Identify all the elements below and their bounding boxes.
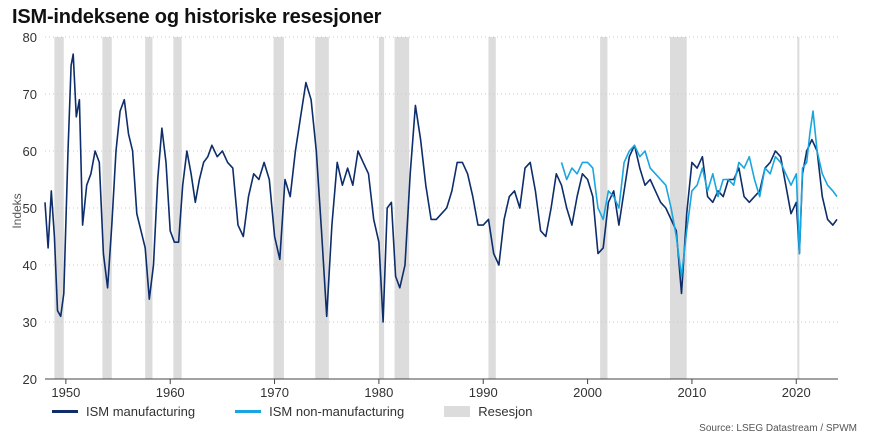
x-tick-label: 1950 <box>51 385 80 400</box>
legend-label-recession: Resesjon <box>478 404 533 419</box>
y-axis-label: Indeks <box>10 193 24 228</box>
legend-label-non-manufacturing: ISM non-manufacturing <box>269 404 405 419</box>
x-tick-label: 1960 <box>156 385 185 400</box>
x-tick-label: 1980 <box>364 385 393 400</box>
legend-label-manufacturing: ISM manufacturing <box>86 404 196 419</box>
chart-plot: 20 30 40 50 60 70 80 1950 1960 1970 1980 1990 2000 2… <box>10 30 838 400</box>
y-tick-label: 80 <box>23 30 37 45</box>
series-layer <box>44 53 838 323</box>
y-tick-label: 50 <box>23 201 37 216</box>
y-tick-label: 60 <box>23 144 37 159</box>
legend-item-manufacturing: ISM manufacturing <box>52 404 195 419</box>
y-tick-label: 30 <box>23 315 37 330</box>
y-axis-ticks: 20 30 40 50 60 70 80 <box>23 30 37 387</box>
y-tick-label: 40 <box>23 258 37 273</box>
y-tick-label: 70 <box>23 87 37 102</box>
recession-band <box>273 37 284 379</box>
legend-item-recession: Resesjon <box>444 404 532 419</box>
x-tick-label: 2010 <box>677 385 706 400</box>
legend-swatch-recession <box>444 406 471 417</box>
y-tick-label: 20 <box>23 372 37 387</box>
series-line-manufacturing <box>44 53 838 323</box>
x-tick-label: 2000 <box>573 385 602 400</box>
chart-title: ISM-indeksene og historiske resesjoner <box>12 6 382 28</box>
recession-band <box>54 37 64 379</box>
recession-band <box>488 37 496 379</box>
gridlines <box>45 36 838 323</box>
recession-band <box>600 37 608 379</box>
recession-band <box>670 37 687 379</box>
recession-band <box>102 37 112 379</box>
x-tick-label: 2020 <box>782 385 811 400</box>
x-tick-label: 1970 <box>260 385 289 400</box>
legend: ISM manufacturing ISM non-manufacturing … <box>52 404 572 419</box>
x-axis-ticks: 1950 1960 1970 1980 1990 2000 2010 2020 <box>51 379 811 400</box>
recession-band <box>145 37 153 379</box>
legend-swatch-non-manufacturing <box>235 410 262 413</box>
legend-swatch-manufacturing <box>52 410 78 413</box>
x-tick-label: 1990 <box>469 385 498 400</box>
source-note: Source: LSEG Datastream / SPWM <box>699 423 857 434</box>
series-line-non-manufacturing <box>560 110 838 278</box>
legend-item-non-manufacturing: ISM non-manufacturing <box>235 404 404 419</box>
